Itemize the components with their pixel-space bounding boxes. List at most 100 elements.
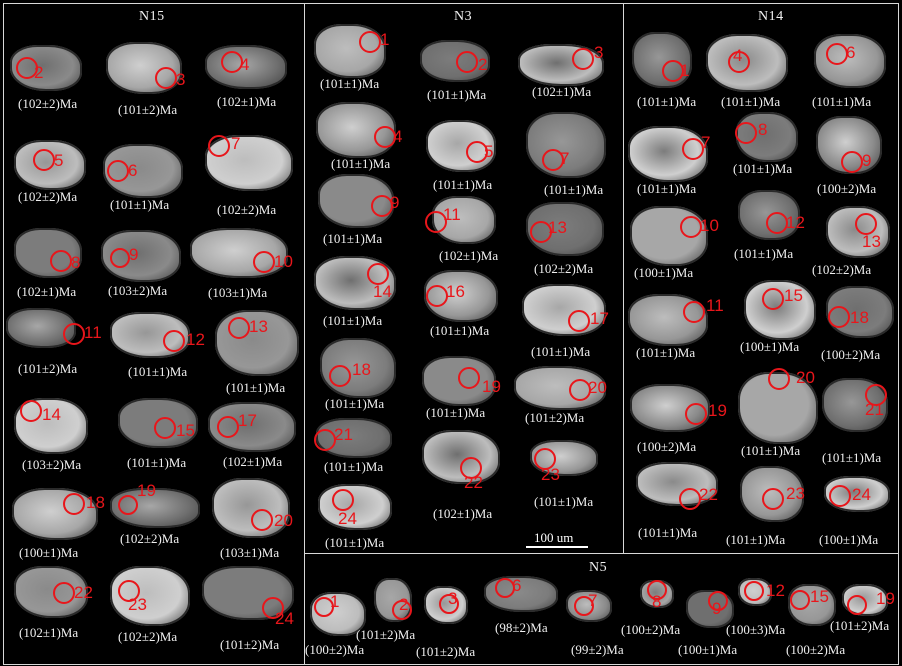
age-label-n3-13: (102±2)Ma bbox=[534, 261, 594, 276]
age-label-n5-9: (100±1)Ma bbox=[678, 642, 738, 657]
analysis-spot-n5-1 bbox=[314, 597, 334, 617]
spot-number-n14-22: 22 bbox=[699, 485, 718, 504]
age-label-n3-23: (101±1)Ma bbox=[534, 494, 594, 509]
analysis-spot-n15-24 bbox=[262, 597, 284, 619]
spot-number-n15-15: 15 bbox=[176, 421, 195, 440]
spot-number-n5-9: 9 bbox=[712, 599, 722, 618]
spot-number-n3-4: 4 bbox=[393, 127, 403, 146]
age-label-n3-14: (101±1)Ma bbox=[323, 313, 383, 328]
spot-number-n3-20: 20 bbox=[588, 378, 607, 397]
zircon-grain-n14-6 bbox=[814, 34, 886, 88]
spot-number-n3-5: 5 bbox=[484, 142, 494, 161]
spot-number-n5-1: 1 bbox=[330, 592, 340, 611]
analysis-spot-n3-23 bbox=[534, 448, 556, 470]
age-label-n15-2: (102±2)Ma bbox=[18, 96, 78, 111]
age-label-n14-15: (100±1)Ma bbox=[740, 339, 800, 354]
zircon-grain-n15-20 bbox=[212, 478, 290, 538]
analysis-spot-n14-7 bbox=[682, 138, 704, 160]
analysis-spot-n3-5 bbox=[466, 141, 488, 163]
analysis-spot-n5-3 bbox=[439, 594, 459, 614]
analysis-spot-n3-13 bbox=[530, 221, 552, 243]
age-label-n15-12: (101±1)Ma bbox=[128, 364, 188, 379]
analysis-spot-n15-19 bbox=[118, 495, 138, 515]
spot-number-n5-15: 15 bbox=[810, 587, 829, 606]
age-label-n3-2: (101±1)Ma bbox=[427, 87, 487, 102]
spot-number-n14-7: 7 bbox=[701, 133, 711, 152]
spot-number-n3-3: 3 bbox=[594, 43, 604, 62]
zircon-grain-n3-22 bbox=[422, 430, 500, 484]
spot-number-n15-7: 7 bbox=[231, 134, 241, 153]
zircon-grain-n14-22 bbox=[636, 462, 718, 506]
spot-number-n3-11: 11 bbox=[443, 205, 461, 224]
age-label-n5-19: (101±2)Ma bbox=[830, 618, 890, 633]
spot-number-n14-21: 21 bbox=[865, 400, 884, 419]
analysis-spot-n14-21 bbox=[865, 384, 887, 406]
spot-number-n3-14: 14 bbox=[373, 282, 392, 301]
zircon-grain-n3-24 bbox=[318, 484, 392, 530]
analysis-spot-n5-19 bbox=[847, 595, 867, 615]
age-label-n3-5: (101±1)Ma bbox=[433, 177, 493, 192]
zircon-grain-n15-8 bbox=[14, 228, 82, 278]
analysis-spot-n15-10 bbox=[253, 251, 275, 273]
age-label-n3-21: (101±1)Ma bbox=[324, 459, 384, 474]
spot-number-n15-13: 13 bbox=[249, 317, 268, 336]
analysis-spot-n3-19 bbox=[458, 367, 480, 389]
spot-number-n5-3: 3 bbox=[448, 589, 458, 608]
age-label-n3-3: (102±1)Ma bbox=[532, 84, 592, 99]
spot-number-n14-10: 10 bbox=[700, 216, 719, 235]
age-label-n15-5: (102±2)Ma bbox=[18, 189, 78, 204]
analysis-spot-n15-3 bbox=[155, 67, 177, 89]
age-label-n15-17: (102±1)Ma bbox=[223, 454, 283, 469]
zircon-grain-n3-17 bbox=[522, 284, 606, 336]
age-label-n14-23: (101±1)Ma bbox=[726, 532, 786, 547]
age-label-n14-18: (100±2)Ma bbox=[821, 347, 881, 362]
age-label-n5-12: (100±3)Ma bbox=[726, 622, 786, 637]
age-label-n15-7: (102±2)Ma bbox=[217, 202, 277, 217]
spot-number-n14-13: 13 bbox=[862, 232, 881, 251]
age-label-n5-8: (100±2)Ma bbox=[621, 622, 681, 637]
analysis-spot-n3-9 bbox=[371, 195, 393, 217]
analysis-spot-n15-7 bbox=[208, 135, 230, 157]
age-label-n3-20: (101±2)Ma bbox=[525, 410, 585, 425]
spot-number-n3-23: 23 bbox=[541, 465, 560, 484]
analysis-spot-n5-12 bbox=[744, 581, 764, 601]
spot-number-n14-4: 4 bbox=[733, 46, 743, 65]
spot-number-n15-18: 18 bbox=[86, 493, 105, 512]
spot-number-n14-19: 19 bbox=[708, 401, 727, 420]
analysis-spot-n15-5 bbox=[33, 149, 55, 171]
analysis-spot-n3-21 bbox=[314, 429, 336, 451]
spot-number-n15-2: 2 bbox=[34, 63, 44, 82]
zircon-grain-n15-4 bbox=[205, 45, 287, 89]
age-label-n15-6: (101±1)Ma bbox=[110, 197, 170, 212]
analysis-spot-n14-4 bbox=[728, 51, 750, 73]
zircon-grain-n14-15 bbox=[744, 280, 816, 340]
zircon-grain-n15-22 bbox=[14, 566, 88, 618]
analysis-spot-n15-11 bbox=[63, 323, 85, 345]
zircon-grain-n3-7 bbox=[526, 112, 606, 178]
analysis-spot-n15-15 bbox=[154, 417, 176, 439]
analysis-spot-n3-11 bbox=[425, 211, 447, 233]
analysis-spot-n14-6 bbox=[826, 43, 848, 65]
analysis-spot-n14-9 bbox=[841, 151, 863, 173]
spot-number-n15-23: 23 bbox=[128, 595, 147, 614]
spot-number-n3-18: 18 bbox=[352, 360, 371, 379]
analysis-spot-n3-14 bbox=[367, 263, 389, 285]
spot-number-n15-5: 5 bbox=[54, 151, 64, 170]
analysis-spot-n5-2 bbox=[392, 600, 412, 620]
analysis-spot-n14-15 bbox=[762, 288, 784, 310]
scale-bar-label: 100 um bbox=[534, 530, 574, 545]
spot-number-n14-12: 12 bbox=[786, 213, 805, 232]
spot-number-n3-1: 1 bbox=[380, 30, 390, 49]
age-label-n14-12: (101±1)Ma bbox=[734, 246, 794, 261]
analysis-spot-n14-19 bbox=[685, 403, 707, 425]
spot-number-n5-2: 2 bbox=[399, 595, 409, 614]
analysis-spot-n3-22 bbox=[460, 457, 482, 479]
spot-number-n15-14: 14 bbox=[42, 405, 61, 424]
spot-number-n5-12: 12 bbox=[766, 581, 785, 600]
age-label-n3-4: (101±1)Ma bbox=[331, 156, 391, 171]
analysis-spot-n3-1 bbox=[359, 31, 381, 53]
analysis-spot-n3-24 bbox=[332, 489, 354, 511]
analysis-spot-n14-11 bbox=[683, 301, 705, 323]
spot-number-n14-1: 1 bbox=[680, 61, 690, 80]
